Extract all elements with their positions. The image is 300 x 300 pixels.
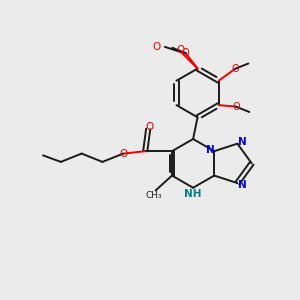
Text: O: O [146,122,154,131]
Text: O: O [182,48,190,58]
Text: N: N [238,180,247,190]
Text: N: N [238,137,247,147]
Text: N: N [206,145,215,155]
Text: O: O [152,42,161,52]
Text: O: O [119,148,128,159]
Text: CH₃: CH₃ [146,191,163,200]
Text: O: O [232,102,240,112]
Text: NH: NH [184,189,202,199]
Text: O: O [231,64,239,74]
Text: O: O [176,45,185,55]
